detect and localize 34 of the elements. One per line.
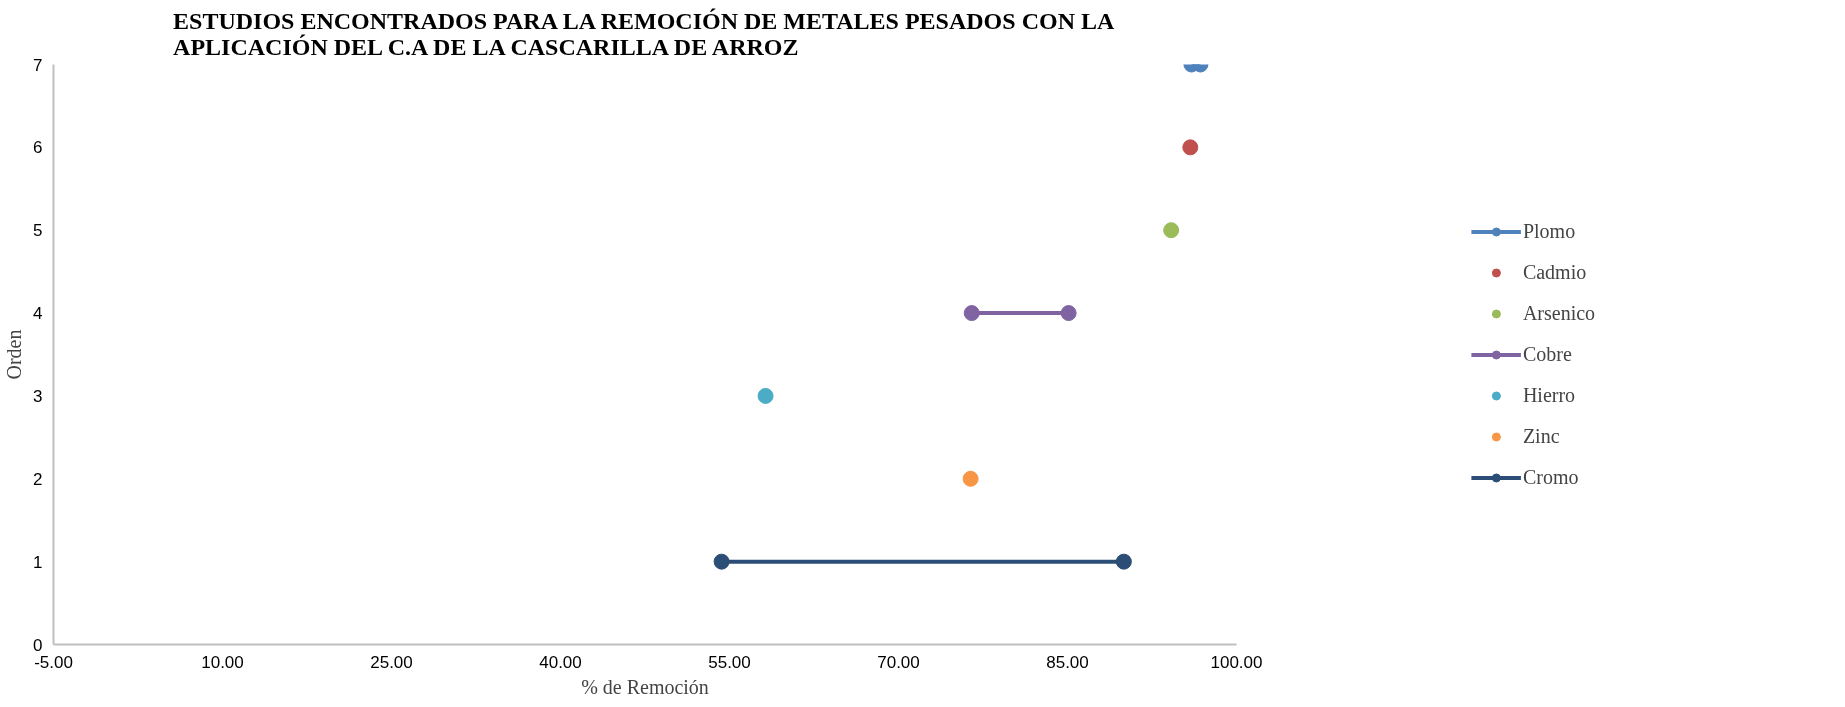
x-tick-label: 40.00 — [539, 652, 582, 672]
y-tick-label: 5 — [33, 221, 43, 241]
y-axis-title: Orden — [3, 329, 26, 380]
chart-title: ESTUDIOS ENCONTRADOS PARA LA REMOCIÓN DE METALES PESADOS CON LA APLICACIÓN DEL C.A DE LA CASCARILLA DE ARROZ — [173, 7, 1115, 60]
y-tick-label: 4 — [33, 304, 43, 324]
legend-label: Arsenico — [1522, 301, 1596, 325]
point — [1182, 139, 1199, 156]
x-tick-label: 10.00 — [201, 652, 244, 672]
x-tick-label: 25.00 — [370, 652, 413, 672]
legend-label: Cromo — [1522, 465, 1579, 489]
legend-label: Cobre — [1522, 342, 1572, 366]
y-tick-label: 1 — [33, 552, 43, 572]
legend-label: Cadmio — [1522, 260, 1587, 284]
x-tick-label: 55.00 — [708, 652, 751, 672]
point — [963, 305, 980, 322]
point — [713, 553, 730, 570]
point — [1060, 305, 1077, 322]
x-tick-label: 70.00 — [877, 652, 920, 672]
legend-label: Zinc — [1522, 424, 1560, 448]
point — [962, 470, 979, 487]
y-tick-label: 6 — [33, 138, 43, 158]
x-tick-label: 85.00 — [1046, 652, 1089, 672]
legend-label: Plomo — [1522, 219, 1576, 243]
y-tick-label: 2 — [33, 469, 43, 489]
x-axis-title: % de Remoción — [581, 675, 709, 698]
y-tick-label: 0 — [33, 635, 43, 655]
x-tick-label: -5.00 — [34, 652, 73, 672]
x-tick-label: 100.00 — [1210, 652, 1263, 672]
point — [1115, 553, 1132, 570]
legend-label: Hierro — [1522, 383, 1576, 407]
point — [1163, 222, 1180, 239]
point — [757, 387, 774, 404]
y-tick-label: 7 — [33, 55, 43, 75]
y-tick-label: 3 — [33, 386, 43, 406]
